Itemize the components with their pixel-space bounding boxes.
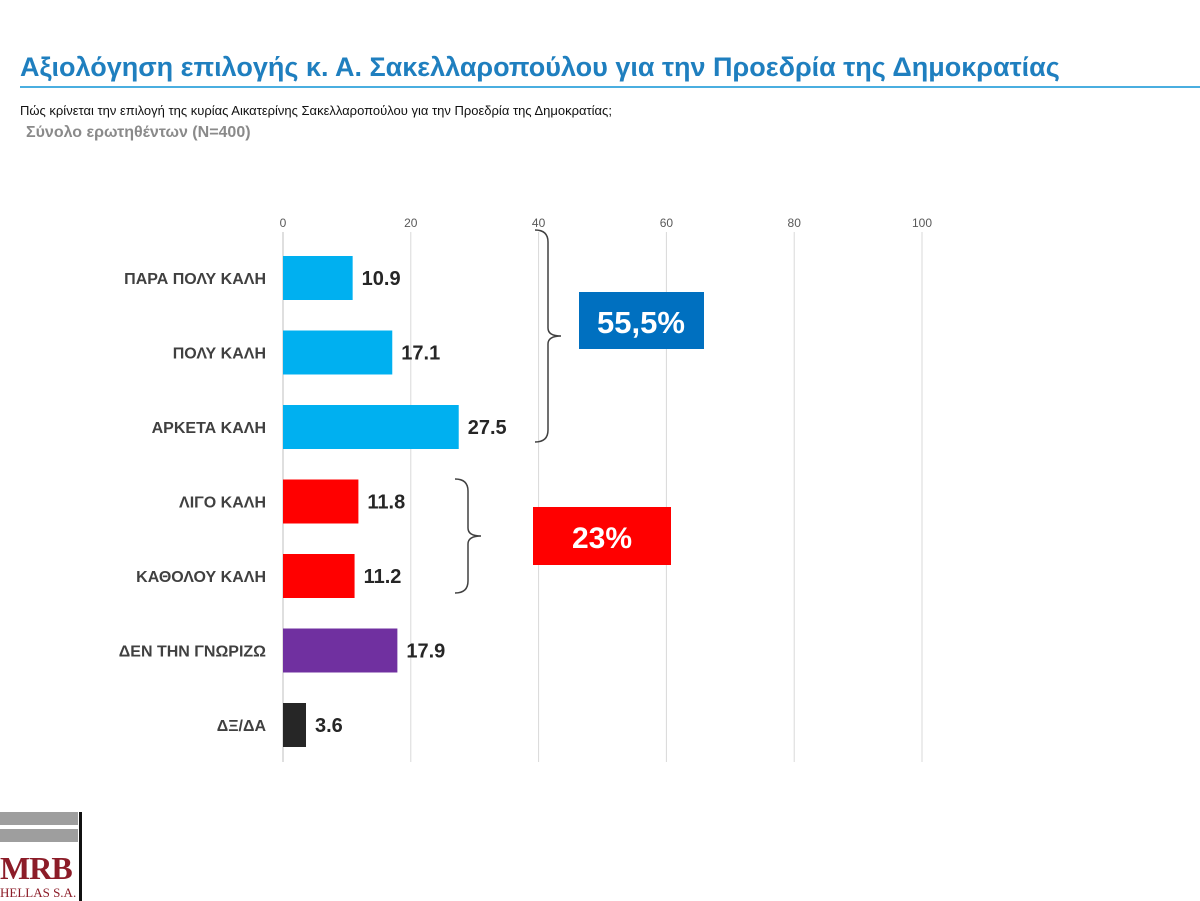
category-label: ΚΑΘΟΛΟΥ ΚΑΛΗ xyxy=(136,569,266,586)
bar xyxy=(283,554,355,598)
value-label: 27.5 xyxy=(468,417,507,439)
bar xyxy=(283,703,307,747)
value-label: 11.8 xyxy=(367,492,405,514)
value-label: 10.9 xyxy=(362,268,401,290)
title-divider xyxy=(20,86,1200,88)
sample-base: Σύνολο ερωτηθέντων (Ν=400) xyxy=(26,124,251,141)
bar xyxy=(283,479,359,524)
category-label: ΔΞ/ΔΑ xyxy=(217,718,267,735)
survey-question: Πώς κρίνεται την επιλογή της κυρίας Αικα… xyxy=(20,103,612,118)
mrb-logo: MRB HELLAS S.A. xyxy=(0,812,82,901)
category-label: ΠΑΡΑ ΠΟΛΥ ΚΑΛΗ xyxy=(124,271,266,288)
value-label: 17.9 xyxy=(406,641,445,663)
value-label: 11.2 xyxy=(364,566,402,588)
tick-label: 0 xyxy=(280,216,287,230)
bracket xyxy=(534,229,562,443)
annotation-label: 55,5% xyxy=(597,305,685,340)
annotation-box xyxy=(533,507,671,565)
tick-label: 20 xyxy=(404,216,418,230)
annotation-label: 23% xyxy=(572,522,632,555)
logo-subtitle: HELLAS S.A. xyxy=(0,885,77,900)
bar xyxy=(283,405,459,449)
page-title: Αξιολόγηση επιλογής κ. Α. Σακελλαροπούλο… xyxy=(20,52,1060,82)
category-label: ΛΙΓΟ ΚΑΛΗ xyxy=(179,495,266,512)
tick-label: 100 xyxy=(912,216,932,230)
bar xyxy=(283,330,393,375)
category-label: ΔΕΝ ΤΗΝ ΓΝΩΡΙΖΩ xyxy=(119,644,266,661)
bracket xyxy=(454,478,482,594)
logo-rule xyxy=(79,812,82,901)
bar xyxy=(283,628,398,673)
tick-label: 80 xyxy=(788,216,802,230)
category-label: ΠΟΛΥ ΚΑΛΗ xyxy=(173,346,266,363)
tick-label: 40 xyxy=(532,216,546,230)
bar xyxy=(283,256,353,300)
logo-bar xyxy=(0,812,78,825)
annotation-box xyxy=(579,292,704,349)
logo-bar xyxy=(0,829,78,842)
category-label: ΑΡΚΕΤΑ ΚΑΛΗ xyxy=(152,420,266,437)
logo-wordmark: MRB xyxy=(0,850,73,886)
tick-label: 60 xyxy=(660,216,674,230)
value-label: 17.1 xyxy=(401,343,440,365)
value-label: 3.6 xyxy=(315,715,343,737)
